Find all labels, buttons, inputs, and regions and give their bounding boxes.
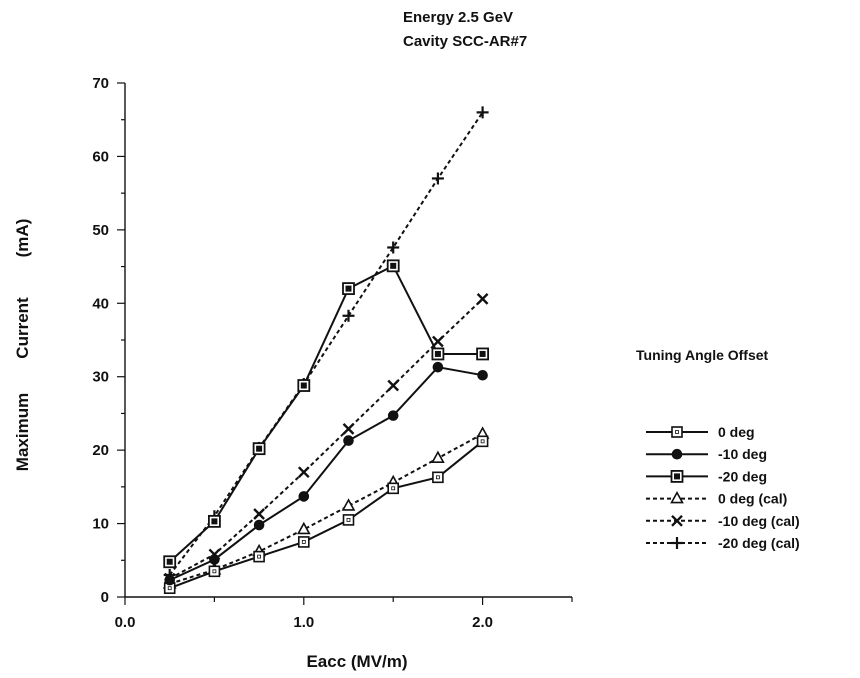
series-line-20-deg-cal [168, 111, 484, 576]
legend-label-10-deg-cal: -10 deg (cal) [718, 513, 800, 529]
data-point-10-deg-1 [164, 574, 175, 586]
data-point-10-deg-cal-7 [432, 335, 444, 348]
y-axis-title: Maximum Current (mA) [13, 219, 32, 472]
data-point-20-deg-cal-6 [387, 241, 400, 254]
y-axis-title-word-2: Current [13, 297, 32, 359]
data-point-20-deg-8 [476, 347, 490, 361]
legend-marker-10-deg [671, 448, 683, 460]
data-point-0-deg-cal-5 [341, 498, 356, 511]
header-energy: Energy 2.5 GeV [403, 9, 513, 26]
data-point-0-deg-2 [208, 565, 221, 578]
data-point-10-deg-cal-4 [297, 466, 310, 479]
data-point-20-deg-cal-8 [476, 106, 489, 119]
plot-area: 0 10 20 30 40 50 60 70 0.0 1.0 2.0 [92, 75, 573, 631]
legend-entry-20-deg-cal: -20 deg (cal) [646, 535, 800, 551]
series-10-deg [164, 361, 488, 586]
y-tick-label-0: 0 [101, 589, 109, 606]
data-point-0-deg-7 [432, 471, 444, 484]
legend-label-0-deg-cal: 0 deg (cal) [718, 491, 787, 507]
data-point-10-deg-cal-6 [387, 379, 400, 392]
series-line-10-deg-cal [169, 298, 484, 580]
data-point-0-deg-6 [387, 482, 400, 495]
data-point-20-deg-4 [297, 379, 311, 392]
data-point-20-deg-cal-5 [342, 309, 355, 322]
y-tick-label-50: 50 [92, 222, 109, 239]
y-tick-label-60: 60 [92, 148, 109, 165]
series-line-0-deg-cal [169, 433, 484, 585]
data-point-20-deg-2 [207, 514, 221, 528]
x-axis-title: Eacc (MV/m) [306, 652, 407, 671]
data-point-20-deg-5 [342, 282, 355, 296]
legend-entry-20-deg: -20 deg [646, 468, 767, 484]
data-point-0-deg-3 [253, 550, 265, 563]
data-point-0-deg-cal-7 [431, 450, 445, 464]
y-axis-title-word-3: (mA) [13, 219, 32, 258]
data-point-0-deg-5 [342, 514, 355, 526]
data-point-10-deg-cal-3 [253, 508, 265, 520]
legend-entry-10-deg: -10 deg [646, 446, 767, 462]
legend-entry-0-deg-cal: 0 deg (cal) [646, 491, 787, 507]
data-point-10-deg-3 [253, 519, 265, 531]
y-tick-label-30: 30 [92, 369, 109, 386]
legend-marker-0-deg-cal [670, 490, 684, 504]
legend-marker-20-deg-cal [671, 537, 683, 549]
data-point-20-deg-3 [252, 442, 266, 456]
data-point-10-deg-2 [209, 554, 220, 565]
data-point-10-deg-4 [298, 491, 310, 502]
legend-marker-0-deg [671, 426, 683, 438]
data-point-20-deg-7 [431, 347, 445, 361]
data-point-20-deg-6 [386, 259, 400, 273]
data-point-10-deg-8 [477, 369, 488, 381]
legend-entry-10-deg-cal: -10 deg (cal) [646, 513, 800, 529]
header-cavity: Cavity SCC-AR#7 [403, 33, 527, 50]
legend-label-20-deg: -20 deg [718, 468, 767, 484]
y-tick-label-70: 70 [92, 75, 109, 92]
legend-label-20-deg-cal: -20 deg (cal) [718, 535, 800, 551]
series-line-0-deg [169, 440, 484, 590]
legend-entry-0-deg: 0 deg [646, 424, 755, 440]
legend-title: Tuning Angle Offset [636, 347, 769, 363]
y-tick-label-10: 10 [92, 516, 109, 533]
series-0-deg [163, 435, 489, 594]
data-point-10-deg-cal-8 [476, 293, 489, 305]
data-point-10-deg-7 [432, 361, 444, 373]
data-point-10-deg-6 [387, 410, 399, 421]
series-line-20-deg [169, 264, 483, 563]
x-tick-label-0: 0.0 [115, 614, 136, 631]
y-tick-label-20: 20 [92, 442, 109, 459]
y-tick-label-40: 40 [92, 295, 109, 312]
legend-label-0-deg: 0 deg [718, 424, 755, 440]
legend-marker-10-deg-cal [671, 514, 683, 527]
data-point-0-deg-4 [297, 536, 310, 548]
data-point-10-deg-cal-5 [342, 423, 355, 435]
data-point-0-deg-8 [476, 435, 489, 448]
data-point-10-deg-5 [343, 435, 354, 446]
legend-label-10-deg: -10 deg [718, 446, 767, 462]
y-axis-title-word-1: Maximum [13, 393, 32, 471]
legend: Tuning Angle Offset 0 deg -10 deg -20 deg 0 … [636, 347, 800, 551]
legend-marker-20-deg [670, 469, 684, 483]
x-tick-label-2: 2.0 [472, 614, 493, 631]
x-tick-label-1: 1.0 [293, 614, 314, 631]
data-point-0-deg-cal-4 [296, 521, 311, 535]
data-point-20-deg-1 [163, 555, 177, 569]
series-line-10-deg [169, 366, 483, 582]
series-20-deg [163, 259, 490, 569]
data-point-20-deg-cal-7 [431, 172, 444, 185]
